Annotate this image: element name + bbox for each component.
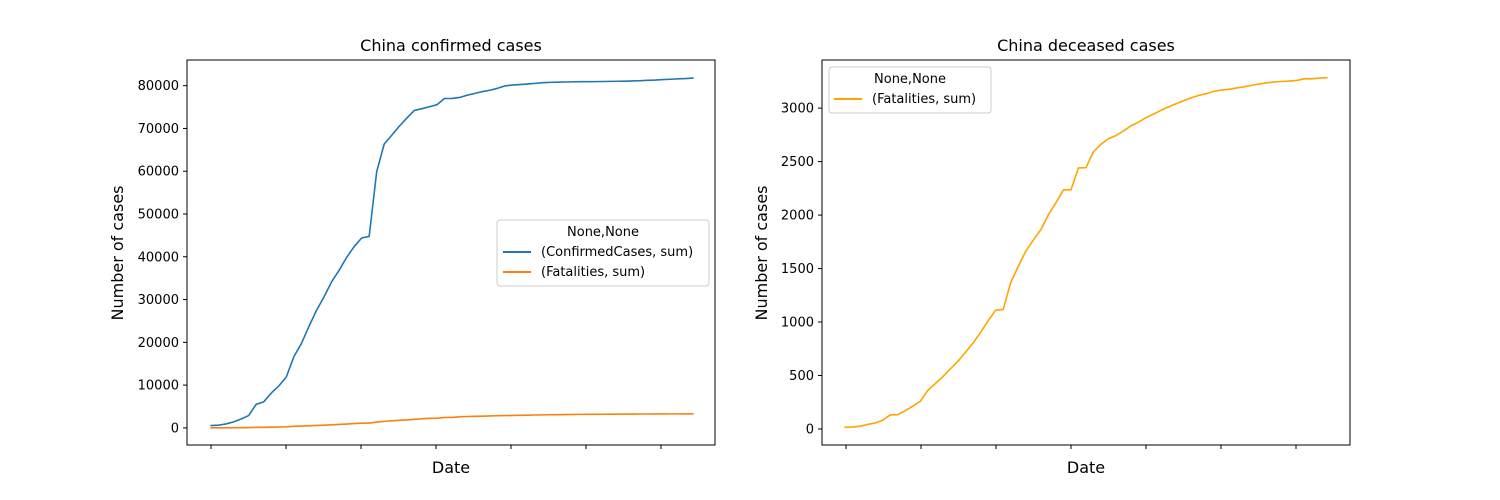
x-axis <box>845 445 1297 449</box>
y-tick-label: 0 <box>171 421 179 436</box>
y-axis: 0 10000 20000 30000 40000 50000 60000 70000 8000… <box>138 79 187 436</box>
y-tick-label: 1000 <box>781 316 814 331</box>
plot-frame <box>821 59 1351 446</box>
plot-lines <box>844 76 1328 428</box>
chart-title: China confirmed cases <box>360 36 542 55</box>
series-line-1 <box>210 413 694 429</box>
y-tick-label: 70000 <box>138 122 179 137</box>
y-axis: 0 500 1000 1500 2000 2500 3000 <box>781 102 822 437</box>
y-tick-label: 3000 <box>781 102 814 117</box>
y-tick-label: 30000 <box>138 293 179 308</box>
y-tick-label: 80000 <box>138 79 179 94</box>
legend: None,None (Fatalities, sum) <box>828 66 992 114</box>
plot-frame <box>186 59 716 446</box>
y-tick-label: 20000 <box>138 336 179 351</box>
series-line-0 <box>210 77 694 427</box>
y-tick-label: 0 <box>806 422 814 437</box>
legend-label-confirmed: (ConfirmedCases, sum) <box>541 245 693 260</box>
y-tick-label: 2500 <box>781 155 814 170</box>
legend-box <box>496 219 710 287</box>
legend-label-fatalities: (Fatalities, sum) <box>872 92 976 107</box>
chart-confirmed-cases: China confirmed cases Date Number of cas… <box>108 36 716 477</box>
chart-title: China deceased cases <box>997 36 1175 55</box>
y-tick-label: 40000 <box>138 250 179 265</box>
legend: None,None (ConfirmedCases, sum) (Fatalit… <box>496 219 710 287</box>
y-axis-label: Number of cases <box>752 186 771 321</box>
x-axis <box>210 445 662 449</box>
y-axis-label: Number of cases <box>108 186 127 321</box>
legend-box <box>828 66 992 114</box>
x-axis-label: Date <box>1067 458 1105 477</box>
legend-title: None,None <box>567 225 639 240</box>
y-tick-label: 2000 <box>781 209 814 224</box>
series-line-0 <box>844 76 1328 428</box>
x-axis-label: Date <box>432 458 470 477</box>
y-tick-label: 10000 <box>138 379 179 394</box>
legend-label-fatalities: (Fatalities, sum) <box>541 265 645 280</box>
legend-title: None,None <box>874 72 946 87</box>
y-tick-label: 500 <box>789 369 814 384</box>
chart-deceased-cases: China deceased cases Date Number of case… <box>752 36 1351 477</box>
y-tick-label: 50000 <box>138 208 179 223</box>
y-tick-label: 1500 <box>781 262 814 277</box>
y-tick-label: 60000 <box>138 165 179 180</box>
plot-lines <box>210 77 694 429</box>
